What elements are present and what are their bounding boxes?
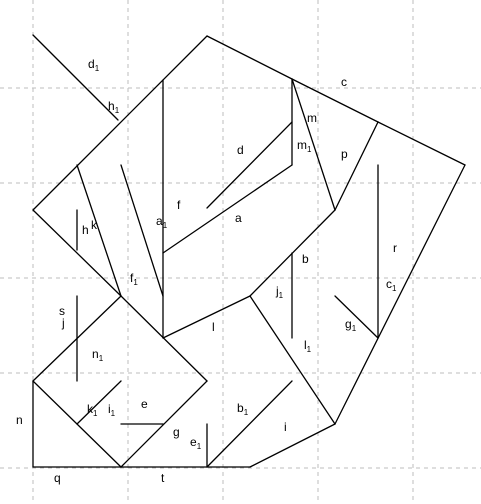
segment-m (291, 78, 336, 211)
segment-b1 (206, 380, 293, 468)
label-a: a (235, 211, 242, 225)
segment-l (162, 295, 251, 339)
label-k1: k1 (87, 402, 98, 418)
label-b: b (302, 252, 309, 266)
label-g1: g1 (345, 317, 357, 333)
segment-a (162, 164, 293, 254)
label-b1: b1 (237, 401, 249, 417)
label-p: p (341, 147, 348, 161)
label-i1: i1 (108, 402, 116, 418)
label-q: q (54, 471, 61, 485)
segments (32, 34, 466, 468)
label-h1: h1 (108, 99, 120, 115)
segment-f1 (120, 164, 164, 297)
label-k: k (91, 218, 98, 232)
label-l1: l1 (304, 338, 312, 354)
label-n: n (16, 413, 23, 427)
label-h: h (82, 223, 89, 237)
label-t: t (161, 471, 165, 485)
label-l: l (212, 320, 215, 334)
segment-upper-left-edge (32, 35, 208, 211)
label-i: i (284, 420, 287, 434)
segment-g1 (334, 295, 379, 339)
segment-l1 (249, 295, 336, 425)
label-r: r (393, 241, 397, 255)
label-d1: d1 (88, 57, 100, 73)
label-j: j (61, 316, 65, 330)
label-e1: e1 (190, 435, 202, 451)
label-a1: a1 (156, 214, 168, 230)
label-d: d (237, 143, 244, 157)
segment-right-edge (377, 121, 466, 166)
label-s: s (59, 304, 65, 318)
label-j1: j1 (275, 284, 284, 300)
segment-left-diagonal (32, 209, 122, 297)
label-e: e (141, 397, 148, 411)
label-c: c (341, 75, 347, 89)
segment-c (291, 78, 379, 123)
segment-d (206, 121, 293, 209)
labels: d1 h1 c m m1 d p f a1 a h k r b f1 j1 c1… (16, 57, 397, 485)
segment-k1 (76, 380, 122, 425)
segment-h (76, 164, 122, 297)
label-c1: c1 (386, 277, 397, 293)
label-m1: m1 (297, 138, 312, 154)
segment-top-edge (206, 35, 293, 80)
label-f: f (177, 198, 181, 212)
label-g: g (173, 425, 180, 439)
segment-right-lower-edge (334, 164, 466, 425)
label-m: m (307, 111, 317, 125)
segment-d1 (32, 34, 119, 121)
label-f1: f1 (130, 271, 138, 287)
label-n1: n1 (92, 347, 104, 363)
segment-g (120, 380, 208, 468)
segment-p (334, 121, 379, 211)
segment-square-top-right (120, 295, 208, 382)
segment-i (249, 423, 336, 468)
